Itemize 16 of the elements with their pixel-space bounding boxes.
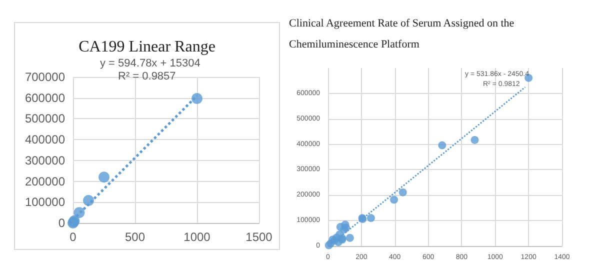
text: y = 594.78x + 15304: [100, 58, 200, 70]
y-tick-label: 600000: [24, 90, 66, 105]
y-tick-label: 400000: [24, 132, 66, 147]
y-tick-label: 300000: [24, 153, 66, 168]
y-tick-label: 0: [58, 216, 66, 230]
chart-title: CA199 Linear Range: [78, 38, 216, 56]
y-tick-label: 700000: [24, 70, 66, 84]
y-tick-label: 200000: [24, 174, 66, 188]
chart-title: Clinical Agreement Rate of Serum Assigned on the Chemiluminescence Platform: [289, 17, 517, 50]
x-tick-label: 1000: [184, 230, 211, 244]
annotation: R² = 0.9857: [118, 70, 176, 82]
x-tick-label: 1500: [246, 230, 273, 244]
x-tick-label: 500: [124, 230, 146, 244]
x-tick-label: 0: [70, 230, 77, 244]
y-tick-label: 500000: [24, 112, 66, 126]
y-tick-label: 100000: [24, 195, 66, 210]
